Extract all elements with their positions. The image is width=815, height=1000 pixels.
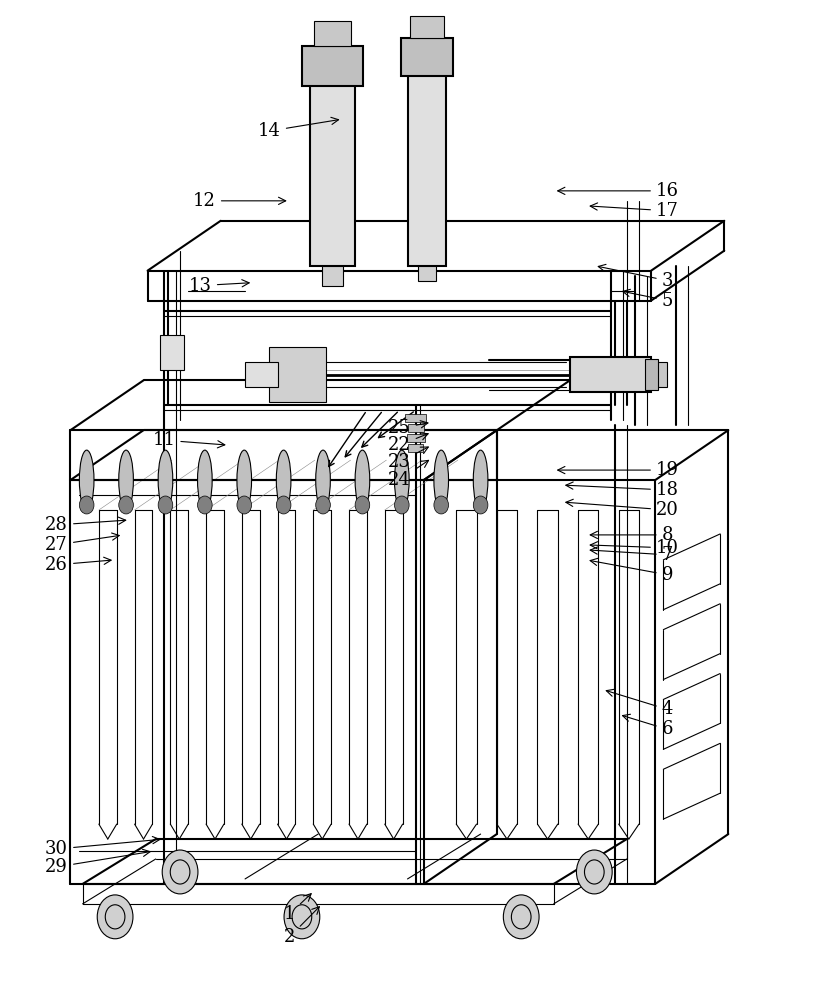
Circle shape — [504, 895, 539, 939]
Ellipse shape — [158, 450, 173, 510]
Bar — [407, 434, 425, 442]
Ellipse shape — [355, 450, 370, 510]
Ellipse shape — [315, 450, 330, 510]
Text: 1: 1 — [284, 894, 311, 923]
Text: 22: 22 — [388, 433, 428, 454]
Text: 16: 16 — [557, 182, 679, 200]
Text: 25: 25 — [388, 419, 428, 437]
Text: 23: 23 — [388, 447, 429, 471]
Text: 18: 18 — [566, 481, 679, 499]
Text: 2: 2 — [284, 907, 319, 946]
Bar — [651, 362, 667, 387]
Circle shape — [434, 496, 448, 514]
Circle shape — [119, 496, 134, 514]
Bar — [245, 362, 278, 387]
Circle shape — [79, 496, 94, 514]
Ellipse shape — [79, 450, 94, 510]
Bar — [406, 414, 425, 422]
Ellipse shape — [119, 450, 134, 510]
Text: 12: 12 — [193, 192, 286, 210]
Text: 28: 28 — [45, 516, 126, 534]
Text: 17: 17 — [590, 202, 679, 220]
Text: 5: 5 — [623, 289, 673, 310]
Text: 29: 29 — [45, 849, 150, 876]
Text: 3: 3 — [598, 264, 673, 290]
Bar — [270, 347, 326, 402]
Bar — [570, 357, 651, 392]
Bar — [160, 335, 184, 370]
Bar — [314, 21, 350, 46]
Bar — [408, 424, 424, 432]
Circle shape — [162, 850, 198, 894]
Bar — [408, 444, 423, 452]
Text: 7: 7 — [590, 546, 673, 564]
Bar — [418, 266, 436, 281]
Bar — [410, 16, 444, 38]
Text: 13: 13 — [189, 277, 249, 295]
Bar — [645, 359, 658, 390]
Bar — [401, 38, 453, 76]
Circle shape — [276, 496, 291, 514]
Circle shape — [394, 496, 409, 514]
Bar — [322, 266, 342, 286]
Circle shape — [158, 496, 173, 514]
Text: 26: 26 — [45, 556, 111, 574]
Text: 6: 6 — [623, 714, 673, 738]
Circle shape — [284, 895, 319, 939]
Text: 24: 24 — [388, 460, 429, 489]
Bar — [408, 56, 447, 266]
Bar — [310, 66, 355, 266]
Text: 10: 10 — [590, 539, 679, 557]
Ellipse shape — [394, 450, 409, 510]
Text: 4: 4 — [606, 689, 673, 718]
Text: 14: 14 — [258, 117, 338, 140]
Circle shape — [576, 850, 612, 894]
Ellipse shape — [276, 450, 291, 510]
Text: 19: 19 — [557, 461, 679, 479]
Circle shape — [315, 496, 330, 514]
Circle shape — [355, 496, 370, 514]
Circle shape — [97, 895, 133, 939]
Circle shape — [197, 496, 212, 514]
Ellipse shape — [434, 450, 448, 510]
Circle shape — [237, 496, 252, 514]
Circle shape — [474, 496, 488, 514]
Text: 27: 27 — [46, 533, 119, 554]
Text: 11: 11 — [152, 431, 225, 449]
Ellipse shape — [474, 450, 488, 510]
Ellipse shape — [237, 450, 252, 510]
Text: 9: 9 — [590, 558, 673, 584]
Ellipse shape — [197, 450, 212, 510]
Text: 8: 8 — [590, 526, 673, 544]
Text: 20: 20 — [566, 499, 679, 519]
Bar — [302, 46, 363, 86]
Text: 30: 30 — [45, 837, 160, 858]
